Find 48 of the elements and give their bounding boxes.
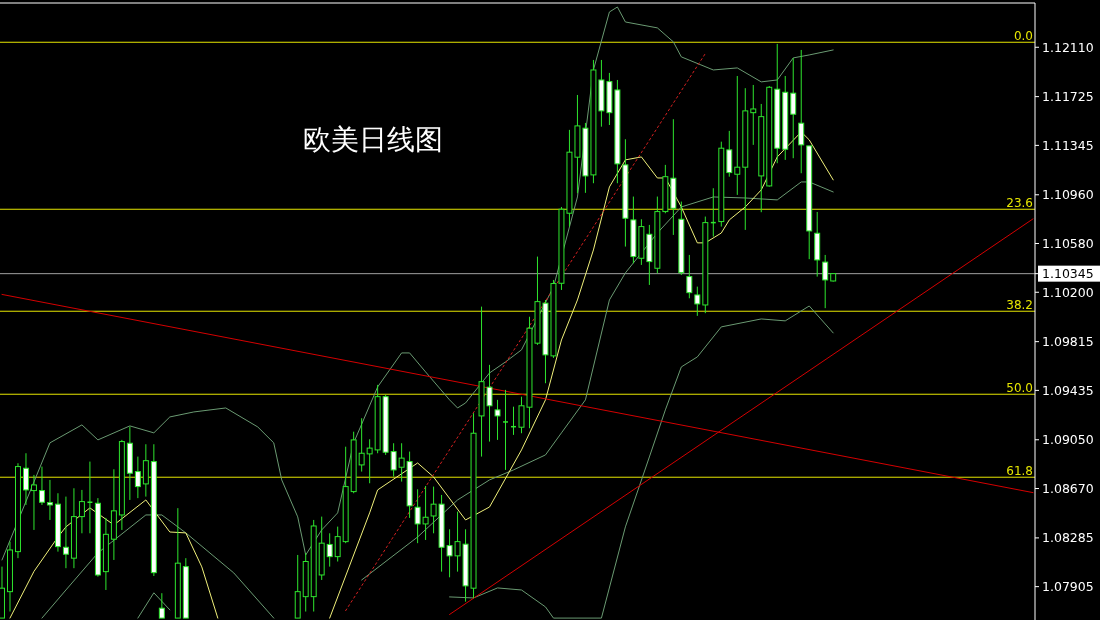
y-tick-label: 1.10345 (1042, 266, 1094, 282)
y-tick-label: 1.09815 (1042, 334, 1094, 350)
candlestick (46, 479, 53, 521)
annotation: 0.0 (1013, 29, 1033, 44)
candlestick (694, 286, 701, 317)
y-tick-label: 1.10200 (1042, 284, 1094, 300)
candlestick (158, 592, 165, 619)
annotation: 50.0 (1006, 381, 1033, 396)
candlestick (366, 438, 373, 484)
y-tick-label: 1.10580 (1042, 236, 1094, 252)
line-series (361, 181, 834, 581)
candlestick (822, 254, 829, 309)
y-tick-label: 1.10960 (1042, 187, 1094, 203)
annotation: 23.6 (1006, 196, 1033, 211)
candlestick (726, 130, 733, 178)
candlestick (326, 532, 333, 568)
candlestick (798, 49, 805, 174)
candlestick (134, 456, 141, 499)
candlestick (334, 526, 341, 563)
candlestick (734, 75, 741, 196)
candlestick (142, 443, 149, 498)
candlestick (790, 57, 797, 159)
candlestick (23, 452, 29, 506)
line-series (1, 6, 834, 561)
y-tick-label: 1.08285 (1042, 530, 1094, 546)
candlestick (502, 389, 509, 471)
y-tick-label: 1.07905 (1042, 579, 1094, 595)
candlestick (86, 461, 94, 534)
candlestick (686, 254, 693, 299)
y-tick-label: 1.12110 (1042, 39, 1094, 55)
y-tick-label: 1.09435 (1042, 382, 1094, 398)
candlestick (30, 474, 37, 531)
y-tick-label: 1.11725 (1042, 89, 1094, 105)
candlestick (38, 466, 45, 506)
candlestick (78, 489, 85, 534)
candlestick (62, 496, 69, 569)
candlestick (750, 84, 757, 146)
annotation: 61.8 (1006, 464, 1033, 479)
y-tick-label: 1.11345 (1042, 137, 1094, 153)
y-tick-label: 1.09050 (1042, 432, 1094, 448)
y-tick-label: 1.08670 (1042, 481, 1094, 497)
candlestick (358, 417, 365, 473)
text: 欧美日线图 (303, 123, 443, 156)
candlestick (494, 399, 501, 441)
annotation: 38.2 (1006, 298, 1033, 313)
line-series (449, 305, 834, 619)
line-series (9, 499, 219, 619)
line-series (41, 514, 275, 619)
